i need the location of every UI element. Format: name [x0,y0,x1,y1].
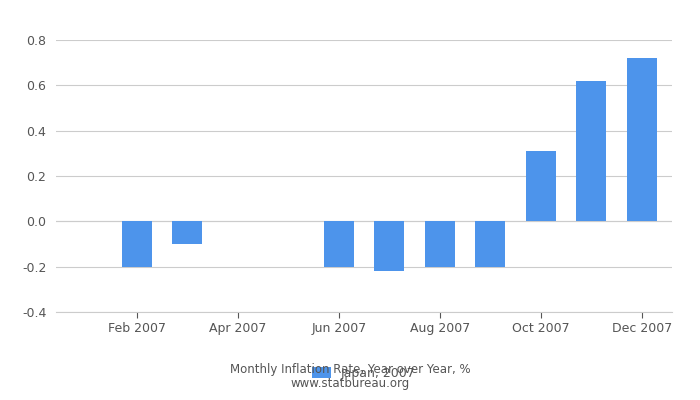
Text: Monthly Inflation Rate, Year over Year, %: Monthly Inflation Rate, Year over Year, … [230,364,470,376]
Bar [626,58,657,221]
Bar [576,81,606,221]
Bar [425,221,455,267]
Bar [475,221,505,267]
Legend: Japan, 2007: Japan, 2007 [307,362,421,385]
Bar [374,221,405,271]
Bar [526,151,556,221]
Bar [122,221,152,267]
Text: www.statbureau.org: www.statbureau.org [290,377,410,390]
Bar [323,221,354,267]
Bar [172,221,202,244]
